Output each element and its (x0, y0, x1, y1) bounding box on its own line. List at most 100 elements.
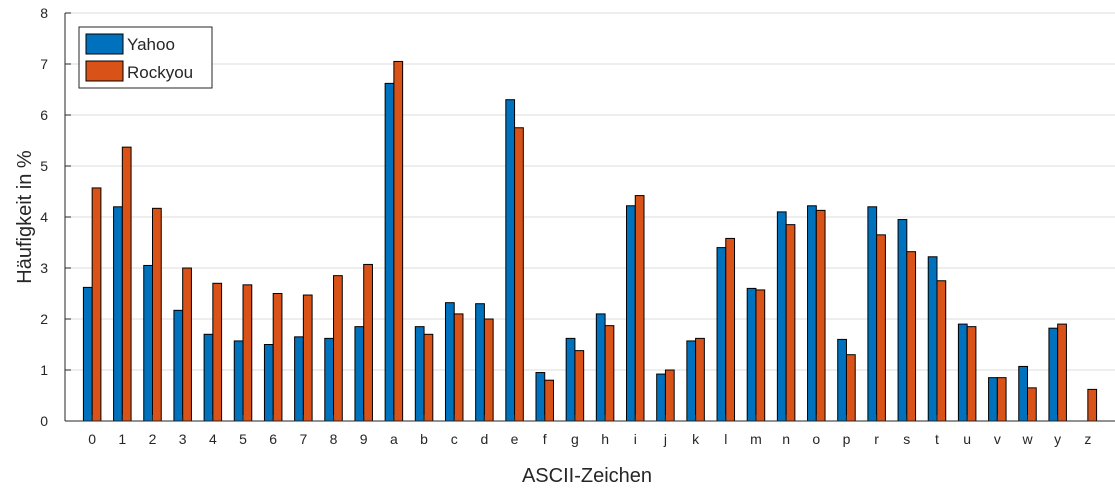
y-tick-label: 7 (40, 56, 48, 72)
x-tick-label: 0 (88, 431, 96, 447)
bar-yahoo-k (686, 340, 697, 422)
x-tick-label: 9 (360, 431, 368, 447)
bar-rockyou-c (453, 313, 464, 422)
bar-rockyou-5 (242, 284, 253, 422)
x-tick-label: 1 (118, 431, 126, 447)
bar-yahoo-a (384, 82, 395, 422)
x-tick-label: g (571, 431, 579, 447)
x-tick-label: b (420, 431, 428, 447)
bar-yahoo-n (776, 211, 787, 422)
bar-yahoo-e (505, 99, 516, 422)
bar-rockyou-0 (91, 187, 102, 422)
bar-yahoo-o (807, 205, 817, 422)
x-tick-label: i (634, 431, 637, 447)
bar-yahoo-i (626, 205, 636, 422)
y-tick-label: 1 (40, 362, 48, 378)
x-tick-label: y (1054, 431, 1061, 447)
bar-rockyou-b (423, 333, 434, 422)
bar-rockyou-6 (272, 293, 283, 422)
x-tick-label: u (963, 431, 971, 447)
y-tick-label: 6 (40, 107, 48, 123)
bar-yahoo-7 (294, 336, 304, 422)
bar-yahoo-5 (233, 340, 244, 422)
bar-yahoo-6 (263, 344, 274, 422)
bar-yahoo-2 (143, 264, 153, 422)
bar-yahoo-f (535, 372, 546, 422)
bar-yahoo-9 (354, 326, 365, 422)
y-axis-label: Häufigkeit in % (14, 150, 36, 284)
bar-rockyou-k (695, 337, 705, 422)
legend-label-yahoo: Yahoo (127, 35, 175, 54)
bar-yahoo-w (1018, 365, 1028, 422)
legend-label-rockyou: Rockyou (127, 63, 193, 82)
bar-rockyou-w (1027, 387, 1037, 422)
bar-yahoo-g (565, 337, 576, 422)
bar-rockyou-8 (333, 275, 343, 422)
bar-rockyou-a (393, 60, 404, 422)
bar-rockyou-r (876, 234, 886, 422)
x-tick-label: h (601, 431, 609, 447)
x-tick-label: f (543, 431, 547, 447)
y-tick-label: 8 (40, 5, 48, 21)
x-tick-label: z (1084, 431, 1091, 447)
bar-yahoo-r (867, 206, 878, 422)
grid-lines (65, 12, 1115, 371)
bar-rockyou-n (785, 224, 796, 422)
legend-swatch-yahoo (85, 33, 124, 55)
x-tick-label: 5 (239, 431, 247, 447)
bar-rockyou-e (514, 127, 524, 422)
x-axis-label: ASCII-Zeichen (522, 465, 652, 487)
x-tick-label: w (1021, 431, 1033, 447)
x-tick-label: r (874, 431, 879, 447)
bar-yahoo-8 (324, 337, 335, 422)
x-tick-label: c (451, 431, 458, 447)
bar-rockyou-2 (152, 207, 162, 422)
y-tick-label: 3 (40, 260, 48, 276)
bar-yahoo-m (746, 287, 757, 422)
legend: Yahoo Rockyou (78, 26, 213, 89)
bar-yahoo-u (957, 323, 968, 422)
x-tick-label: t (935, 431, 939, 447)
bar-rockyou-3 (182, 267, 192, 422)
bar-rockyou-7 (302, 294, 313, 422)
bar-yahoo-b (414, 326, 425, 422)
x-tick-label: 7 (299, 431, 307, 447)
bar-rockyou-d (483, 318, 494, 422)
x-tick-label: l (724, 431, 727, 447)
bar-yahoo-4 (203, 333, 214, 422)
bar-yahoo-0 (82, 286, 93, 422)
bar-rockyou-l (725, 237, 736, 422)
y-tick-label: 0 (40, 413, 48, 429)
x-tick-label: s (903, 431, 910, 447)
x-tick-label: j (663, 431, 667, 447)
bar-yahoo-3 (173, 309, 184, 422)
y-tick-label: 2 (40, 311, 48, 327)
bar-rockyou-o (815, 209, 826, 422)
bar-yahoo-p (837, 338, 847, 422)
bar-rockyou-g (574, 350, 585, 422)
bar-rockyou-m (755, 289, 766, 422)
bar-yahoo-s (897, 219, 908, 422)
bar-rockyou-s (906, 251, 917, 422)
bar-rockyou-y (1057, 323, 1067, 422)
x-tick-label: 8 (330, 431, 338, 447)
x-tick-label: d (480, 431, 488, 447)
x-tick-labels: 0 1 2 3 4 5 6 7 8 9 a b c d e f g h i j k l m n o p r s t u v w y z (88, 415, 1091, 447)
bar-yahoo-c (444, 302, 455, 422)
bar-rockyou-f (544, 379, 554, 422)
x-tick-label: m (750, 431, 762, 447)
bar-yahoo-h (595, 313, 606, 422)
bar-rockyou-h (604, 325, 615, 422)
bar-yahoo-1 (113, 206, 123, 422)
x-tick-label: o (812, 431, 820, 447)
x-tick-label: 4 (209, 431, 217, 447)
bar-rockyou-u (966, 326, 977, 422)
bar-rockyou-j (664, 369, 675, 422)
y-tick-label: 5 (40, 158, 48, 174)
x-tick-label: e (511, 431, 519, 447)
x-tick-label: v (994, 431, 1001, 447)
bar-rockyou-t (936, 280, 947, 422)
legend-swatch-rockyou (85, 60, 124, 82)
